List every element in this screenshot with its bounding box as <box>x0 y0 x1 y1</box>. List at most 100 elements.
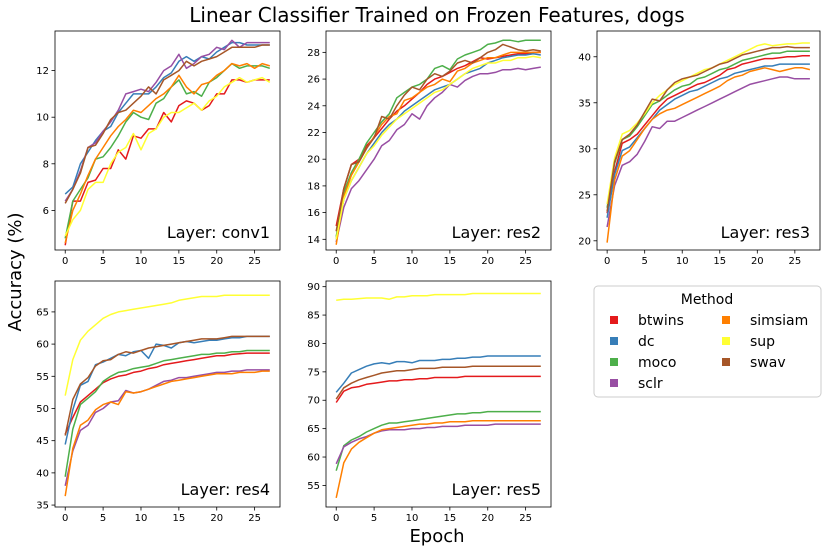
y-tick-label: 24 <box>307 101 320 112</box>
y-tick-label: 8 <box>43 159 49 170</box>
series-line-sup <box>336 292 541 302</box>
y-tick-label: 85 <box>307 311 320 322</box>
y-tick-label: 65 <box>36 307 49 318</box>
x-axis-label: Epoch <box>409 526 464 547</box>
legend-marker-btwins <box>610 316 618 324</box>
y-tick-label: 20 <box>307 155 320 166</box>
y-tick-label: 65 <box>307 424 320 435</box>
y-tick-label: 26 <box>307 75 320 86</box>
series-line-sclr <box>335 423 541 465</box>
x-tick-label: 0 <box>333 513 339 524</box>
x-tick-label: 0 <box>604 256 610 267</box>
subplot-4: 0 5 10 15 20 25 35 40 45 50 55 60 65 Layer: res4 <box>36 280 281 524</box>
layer-annotation: Layer: res3 <box>721 223 810 242</box>
legend-title: Method <box>681 292 734 308</box>
series-line-btwins <box>335 375 541 403</box>
series-line-sup <box>335 55 541 240</box>
x-tick-label: 20 <box>210 513 223 524</box>
series-line-sclr <box>335 66 541 243</box>
y-tick-label: 60 <box>36 340 49 351</box>
y-tick-label: 12 <box>36 66 49 77</box>
series-line-btwins <box>64 79 270 246</box>
y-tick-label: 60 <box>307 453 320 464</box>
x-tick-label: 25 <box>519 513 532 524</box>
subplot-3: 0 5 10 15 20 25 20 25 30 35 40 Layer: res3 <box>578 30 821 267</box>
series-line-btwins <box>606 55 810 214</box>
x-tick-label: 15 <box>443 256 456 267</box>
y-tick-label: 70 <box>307 396 320 407</box>
series-line-simsiam <box>64 62 271 244</box>
y-tick-label: 30 <box>578 144 591 155</box>
series-line-sup <box>64 76 271 237</box>
y-tick-label: 55 <box>307 481 320 492</box>
x-tick-label: 0 <box>62 513 68 524</box>
y-tick-label: 16 <box>307 208 320 219</box>
legend-label-btwins: btwins <box>638 313 684 329</box>
x-tick-label: 10 <box>135 513 148 524</box>
series-line-swav <box>64 44 270 204</box>
x-tick-label: 10 <box>135 256 148 267</box>
series-line-simsiam <box>606 67 811 243</box>
subplot-2: 0 5 10 15 20 25 14 16 18 20 22 24 26 28 Layer: res2 <box>307 30 552 267</box>
y-tick-label: 75 <box>307 367 320 378</box>
y-tick-label: 14 <box>307 235 320 246</box>
x-tick-label: 25 <box>248 513 261 524</box>
y-tick-label: 10 <box>36 113 49 124</box>
axes-frame <box>54 280 281 508</box>
subplot-grid: 0 5 10 15 20 25 6 8 10 12 Layer: conv1 0 5 10 15 20 25 14… <box>36 30 821 524</box>
legend-marker-swav <box>722 358 730 366</box>
x-tick-label: 20 <box>481 513 494 524</box>
series-line-sclr <box>606 76 810 228</box>
y-tick-label: 40 <box>36 468 49 479</box>
series-line-dc <box>335 52 541 240</box>
x-tick-label: 15 <box>172 256 185 267</box>
x-tick-label: 5 <box>100 513 106 524</box>
series-line-moco <box>606 50 810 208</box>
series-line-btwins <box>335 51 541 227</box>
y-tick-label: 55 <box>36 372 49 383</box>
y-tick-label: 22 <box>307 128 320 139</box>
x-tick-label: 5 <box>641 256 647 267</box>
y-axis-label: Accuracy (%) <box>5 212 26 331</box>
x-tick-label: 0 <box>62 256 68 267</box>
x-tick-label: 10 <box>676 256 689 267</box>
legend-label-sup: sup <box>750 334 775 350</box>
y-tick-label: 50 <box>36 404 49 415</box>
legend-marker-simsiam <box>722 316 730 324</box>
x-tick-label: 25 <box>788 256 801 267</box>
layer-annotation: Layer: res2 <box>452 223 541 242</box>
layer-annotation: Layer: conv1 <box>167 223 270 242</box>
layer-annotation: Layer: res5 <box>452 480 541 499</box>
series-line-swav <box>335 365 541 400</box>
series-line-moco <box>335 39 541 237</box>
series-line-dc <box>606 63 810 218</box>
y-tick-label: 35 <box>578 98 591 109</box>
legend-label-simsiam: simsiam <box>750 313 808 329</box>
y-tick-label: 28 <box>307 48 320 59</box>
y-tick-label: 40 <box>578 52 591 63</box>
series-line-dc <box>335 355 541 393</box>
legend-marker-sup <box>722 337 730 345</box>
axes-frame <box>325 280 552 508</box>
legend-label-swav: swav <box>750 355 786 371</box>
x-tick-label: 20 <box>751 256 764 267</box>
legend-label-sclr: sclr <box>638 376 663 392</box>
series-line-simsiam <box>64 370 270 497</box>
x-tick-label: 25 <box>519 256 532 267</box>
x-tick-label: 5 <box>371 513 377 524</box>
series-line-swav <box>335 43 541 232</box>
series-line-moco <box>335 410 541 471</box>
x-tick-label: 10 <box>406 513 419 524</box>
axes-frame <box>54 30 281 251</box>
x-tick-label: 0 <box>333 256 339 267</box>
figure-title: Linear Classifier Trained on Frozen Feat… <box>189 3 684 27</box>
series-line-simsiam <box>335 419 541 499</box>
legend-frame <box>593 285 822 398</box>
series-line-moco <box>64 62 271 239</box>
legend-marker-sclr <box>610 379 618 387</box>
legend-label-moco: moco <box>638 355 676 371</box>
series-line-sclr <box>64 39 270 202</box>
x-tick-label: 20 <box>210 256 223 267</box>
y-tick-label: 25 <box>578 190 591 201</box>
